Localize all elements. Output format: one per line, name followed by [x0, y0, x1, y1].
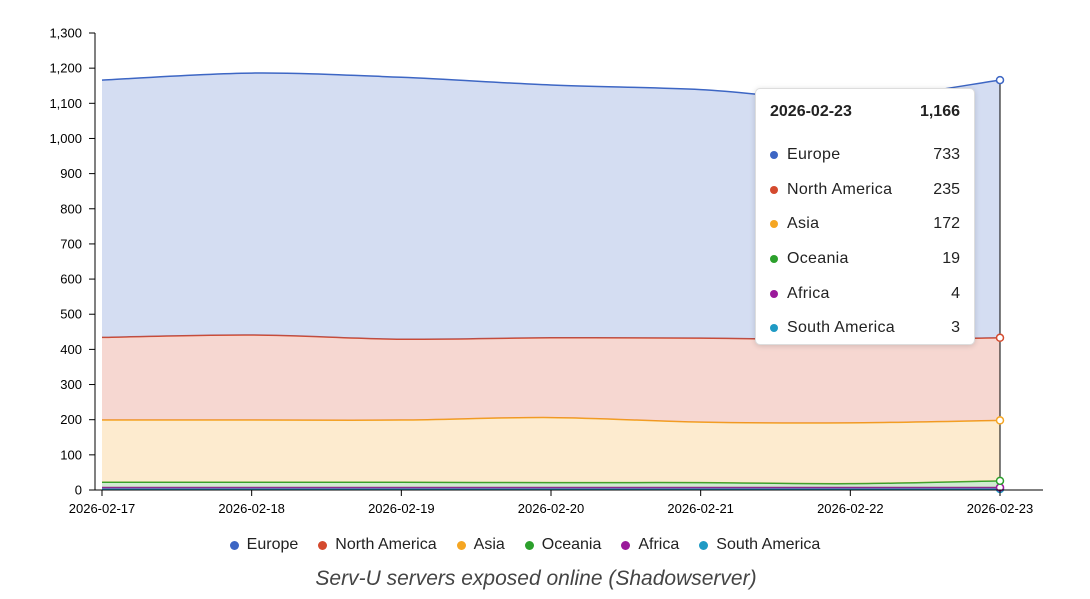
tooltip-dot-icon [770, 151, 778, 160]
y-tick-label: 600 [60, 272, 82, 287]
tooltip-row: Oceania 19 [770, 242, 960, 277]
legend-label: Africa [638, 536, 680, 553]
tooltip-series-name: Africa [787, 284, 830, 302]
tooltip-series-value: 172 [933, 215, 960, 233]
x-tick-label: 2026-02-21 [667, 501, 734, 516]
tooltip-row: Africa 4 [770, 276, 960, 311]
legend-label: North America [335, 536, 437, 553]
legend-item-africa[interactable]: Africa [621, 536, 679, 554]
tooltip-series-value: 733 [933, 146, 960, 164]
legend-item-oceania[interactable]: Oceania [524, 536, 602, 554]
tooltip-series-name: Oceania [787, 250, 849, 268]
tooltip-row: Asia 172 [770, 207, 960, 242]
y-tick-label: 800 [60, 201, 82, 216]
legend-dot-icon [621, 540, 631, 550]
marker-asia [995, 416, 1005, 425]
marker-north-america [995, 333, 1005, 343]
x-tick-label: 2026-02-18 [218, 501, 285, 516]
tooltip-dot-icon [770, 324, 778, 333]
tooltip-series-name: Asia [787, 215, 820, 233]
y-tick-label: 400 [60, 342, 82, 357]
chart-legend: Europe North America Asia Oceania Africa Sout… [0, 536, 1050, 554]
line-oceania [102, 480, 1001, 485]
tooltip-series-value: 19 [942, 250, 960, 268]
tooltip-total: 1,166 [919, 103, 960, 120]
tooltip-date: 2026-02-23 [770, 103, 852, 120]
marker-oceania [995, 476, 1005, 486]
y-tick-label: 1,300 [49, 26, 82, 41]
y-tick-label: 1,000 [49, 131, 82, 146]
y-tick-label: 200 [60, 412, 82, 427]
tooltip-dot-icon [770, 255, 778, 264]
area-north-america[interactable] [102, 334, 1000, 423]
tooltip-dot-icon [770, 289, 778, 298]
x-tick-label: 2026-02-19 [368, 501, 435, 516]
legend-item-north-america[interactable]: North America [318, 536, 437, 554]
area-asia[interactable] [102, 417, 1000, 484]
y-tick-label: 900 [60, 166, 82, 181]
tooltip-series-value: 235 [933, 180, 960, 198]
tooltip-series-name: Europe [787, 146, 841, 164]
line-asia [102, 416, 1001, 424]
tooltip-header: 2026-02-23 1,166 [770, 103, 960, 138]
legend-dot-icon [456, 540, 466, 550]
tooltip-dot-icon [770, 220, 778, 229]
legend-dot-icon [318, 540, 328, 550]
legend-dot-icon [699, 540, 709, 550]
y-tick-label: 500 [60, 307, 82, 322]
y-tick-label: 1,200 [49, 61, 82, 76]
x-tick-label: 2026-02-20 [518, 501, 585, 516]
tooltip-series-value: 3 [951, 319, 960, 337]
tooltip-dot-icon [770, 185, 778, 194]
tooltip-series-name: North America [787, 180, 893, 198]
x-tick-label: 2026-02-22 [817, 501, 884, 516]
tooltip-row: South America 3 [770, 311, 960, 346]
legend-dot-icon [524, 540, 534, 550]
legend-item-south-america[interactable]: South America [699, 536, 820, 554]
legend-dot-icon [229, 540, 239, 550]
legend-label: South America [716, 536, 821, 553]
x-tick-label: 2026-02-23 [967, 501, 1034, 516]
legend-item-asia[interactable]: Asia [456, 536, 505, 554]
legend-item-europe[interactable]: Europe [229, 536, 299, 554]
y-tick-label: 0 [75, 483, 82, 498]
hover-tooltip: 2026-02-23 1,166 Europe 733 North America 2… [755, 88, 975, 345]
marker-europe [995, 75, 1005, 85]
y-tick-label: 300 [60, 377, 82, 392]
tooltip-series-value: 4 [951, 284, 960, 302]
x-tick-label: 2026-02-17 [69, 501, 136, 516]
y-tick-label: 1,100 [49, 96, 82, 111]
chart-caption: Serv-U servers exposed online (Shadowser… [315, 567, 757, 590]
tooltip-series-name: South America [787, 319, 895, 337]
legend-label: Europe [246, 536, 299, 553]
legend-label: Oceania [541, 536, 602, 553]
tooltip-row: Europe 733 [770, 138, 960, 173]
y-tick-label: 700 [60, 236, 82, 251]
legend-label: Asia [473, 536, 505, 553]
y-tick-label: 100 [60, 447, 82, 462]
tooltip-row: North America 235 [770, 173, 960, 208]
